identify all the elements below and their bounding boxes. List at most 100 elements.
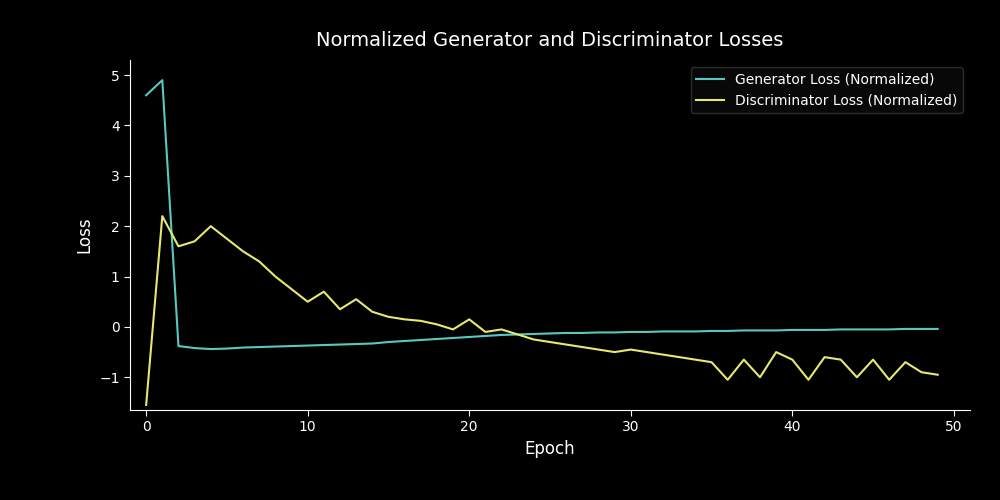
- Y-axis label: Loss: Loss: [76, 216, 94, 254]
- Discriminator Loss (Normalized): [334, 306, 346, 312]
- Discriminator Loss (Normalized): [576, 344, 588, 350]
- Generator Loss (Normalized): [496, 332, 508, 338]
- Discriminator Loss (Normalized): [786, 356, 798, 362]
- Generator Loss (Normalized): [189, 345, 201, 351]
- Generator Loss (Normalized): [156, 77, 168, 83]
- Discriminator Loss (Normalized): [609, 349, 621, 355]
- Discriminator Loss (Normalized): [415, 318, 427, 324]
- Discriminator Loss (Normalized): [189, 238, 201, 244]
- Discriminator Loss (Normalized): [770, 349, 782, 355]
- Discriminator Loss (Normalized): [560, 342, 572, 347]
- Generator Loss (Normalized): [221, 346, 233, 352]
- Generator Loss (Normalized): [253, 344, 265, 350]
- Generator Loss (Normalized): [851, 326, 863, 332]
- Discriminator Loss (Normalized): [431, 322, 443, 328]
- Generator Loss (Normalized): [754, 328, 766, 334]
- Generator Loss (Normalized): [140, 92, 152, 98]
- Discriminator Loss (Normalized): [221, 236, 233, 242]
- Discriminator Loss (Normalized): [479, 329, 491, 335]
- Discriminator Loss (Normalized): [512, 332, 524, 338]
- Discriminator Loss (Normalized): [528, 336, 540, 342]
- Generator Loss (Normalized): [932, 326, 944, 332]
- Discriminator Loss (Normalized): [851, 374, 863, 380]
- Generator Loss (Normalized): [237, 344, 249, 350]
- Generator Loss (Normalized): [172, 343, 184, 349]
- Discriminator Loss (Normalized): [237, 248, 249, 254]
- Generator Loss (Normalized): [689, 328, 701, 334]
- Discriminator Loss (Normalized): [738, 356, 750, 362]
- Line: Discriminator Loss (Normalized): Discriminator Loss (Normalized): [146, 216, 938, 405]
- Discriminator Loss (Normalized): [318, 288, 330, 294]
- Discriminator Loss (Normalized): [350, 296, 362, 302]
- Discriminator Loss (Normalized): [172, 244, 184, 250]
- Line: Generator Loss (Normalized): Generator Loss (Normalized): [146, 80, 938, 349]
- Generator Loss (Normalized): [205, 346, 217, 352]
- Generator Loss (Normalized): [318, 342, 330, 348]
- Discriminator Loss (Normalized): [592, 346, 604, 352]
- Generator Loss (Normalized): [819, 327, 831, 333]
- Discriminator Loss (Normalized): [689, 356, 701, 362]
- Generator Loss (Normalized): [786, 327, 798, 333]
- Generator Loss (Normalized): [463, 334, 475, 340]
- Generator Loss (Normalized): [916, 326, 928, 332]
- Legend: Generator Loss (Normalized), Discriminator Loss (Normalized): Generator Loss (Normalized), Discriminat…: [691, 67, 963, 113]
- Discriminator Loss (Normalized): [205, 223, 217, 229]
- Generator Loss (Normalized): [576, 330, 588, 336]
- Title: Normalized Generator and Discriminator Losses: Normalized Generator and Discriminator L…: [316, 31, 784, 50]
- Discriminator Loss (Normalized): [641, 349, 653, 355]
- Discriminator Loss (Normalized): [835, 356, 847, 362]
- Generator Loss (Normalized): [334, 342, 346, 347]
- Generator Loss (Normalized): [657, 328, 669, 334]
- Generator Loss (Normalized): [350, 341, 362, 347]
- Generator Loss (Normalized): [366, 340, 378, 346]
- Generator Loss (Normalized): [770, 328, 782, 334]
- Discriminator Loss (Normalized): [706, 359, 718, 365]
- Generator Loss (Normalized): [528, 331, 540, 337]
- Discriminator Loss (Normalized): [140, 402, 152, 408]
- Discriminator Loss (Normalized): [932, 372, 944, 378]
- Discriminator Loss (Normalized): [802, 377, 814, 383]
- Discriminator Loss (Normalized): [867, 356, 879, 362]
- Discriminator Loss (Normalized): [253, 258, 265, 264]
- Generator Loss (Normalized): [544, 330, 556, 336]
- Discriminator Loss (Normalized): [399, 316, 411, 322]
- Discriminator Loss (Normalized): [302, 298, 314, 304]
- Discriminator Loss (Normalized): [544, 339, 556, 345]
- Discriminator Loss (Normalized): [382, 314, 394, 320]
- Generator Loss (Normalized): [802, 327, 814, 333]
- Discriminator Loss (Normalized): [496, 326, 508, 332]
- Generator Loss (Normalized): [835, 326, 847, 332]
- Generator Loss (Normalized): [415, 337, 427, 343]
- Discriminator Loss (Normalized): [899, 359, 911, 365]
- Discriminator Loss (Normalized): [156, 213, 168, 219]
- Discriminator Loss (Normalized): [286, 286, 298, 292]
- Generator Loss (Normalized): [399, 338, 411, 344]
- Generator Loss (Normalized): [512, 332, 524, 338]
- Discriminator Loss (Normalized): [625, 346, 637, 352]
- Discriminator Loss (Normalized): [673, 354, 685, 360]
- Discriminator Loss (Normalized): [269, 274, 281, 280]
- Discriminator Loss (Normalized): [754, 374, 766, 380]
- Discriminator Loss (Normalized): [463, 316, 475, 322]
- Generator Loss (Normalized): [625, 329, 637, 335]
- Generator Loss (Normalized): [641, 329, 653, 335]
- Discriminator Loss (Normalized): [722, 377, 734, 383]
- X-axis label: Epoch: Epoch: [525, 440, 575, 458]
- Discriminator Loss (Normalized): [447, 326, 459, 332]
- Generator Loss (Normalized): [286, 343, 298, 349]
- Discriminator Loss (Normalized): [916, 369, 928, 375]
- Generator Loss (Normalized): [479, 333, 491, 339]
- Generator Loss (Normalized): [560, 330, 572, 336]
- Generator Loss (Normalized): [867, 326, 879, 332]
- Generator Loss (Normalized): [883, 326, 895, 332]
- Generator Loss (Normalized): [899, 326, 911, 332]
- Generator Loss (Normalized): [722, 328, 734, 334]
- Generator Loss (Normalized): [673, 328, 685, 334]
- Discriminator Loss (Normalized): [883, 377, 895, 383]
- Generator Loss (Normalized): [269, 344, 281, 349]
- Discriminator Loss (Normalized): [819, 354, 831, 360]
- Discriminator Loss (Normalized): [366, 309, 378, 315]
- Generator Loss (Normalized): [382, 339, 394, 345]
- Generator Loss (Normalized): [738, 328, 750, 334]
- Generator Loss (Normalized): [706, 328, 718, 334]
